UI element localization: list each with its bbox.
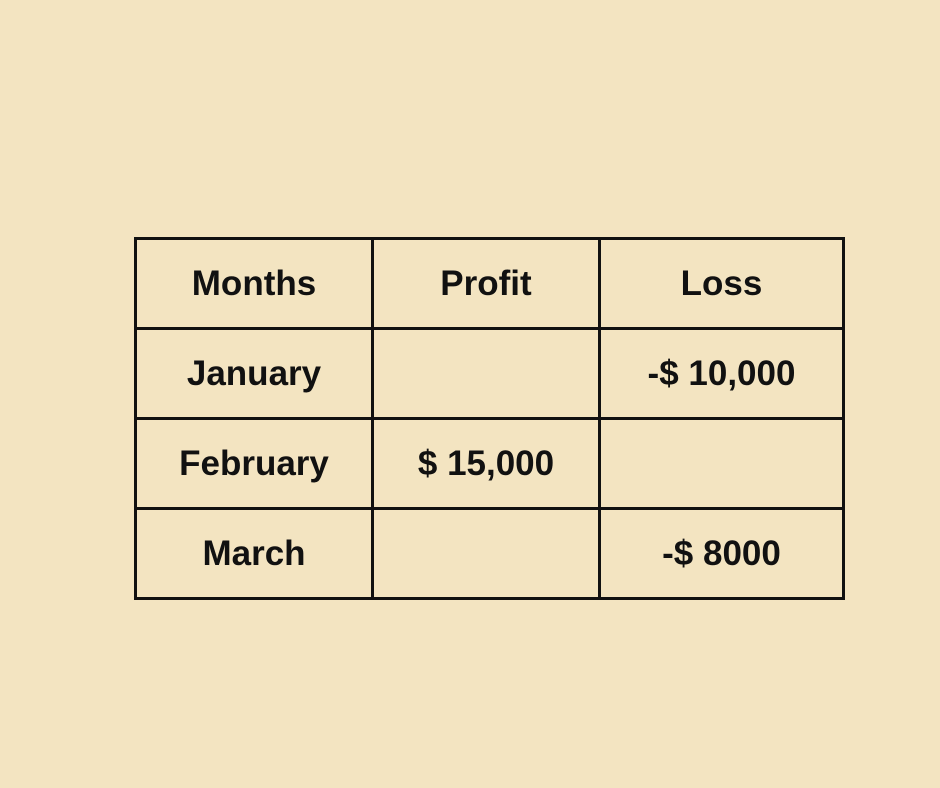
cell-profit: $ 15,000 bbox=[371, 417, 601, 510]
table-row: January -$ 10,000 bbox=[134, 327, 845, 420]
header-months: Months bbox=[134, 237, 374, 330]
table-header-row: Months Profit Loss bbox=[134, 237, 845, 330]
cell-profit bbox=[371, 327, 601, 420]
header-loss: Loss bbox=[598, 237, 845, 330]
profit-loss-table: Months Profit Loss January -$ 10,000 Feb… bbox=[134, 237, 845, 600]
cell-month: March bbox=[134, 507, 374, 600]
header-profit: Profit bbox=[371, 237, 601, 330]
table-row: March -$ 8000 bbox=[134, 507, 845, 600]
cell-loss bbox=[598, 417, 845, 510]
cell-loss: -$ 8000 bbox=[598, 507, 845, 600]
cell-loss: -$ 10,000 bbox=[598, 327, 845, 420]
cell-month: January bbox=[134, 327, 374, 420]
cell-month: February bbox=[134, 417, 374, 510]
table-row: February $ 15,000 bbox=[134, 417, 845, 510]
cell-profit bbox=[371, 507, 601, 600]
